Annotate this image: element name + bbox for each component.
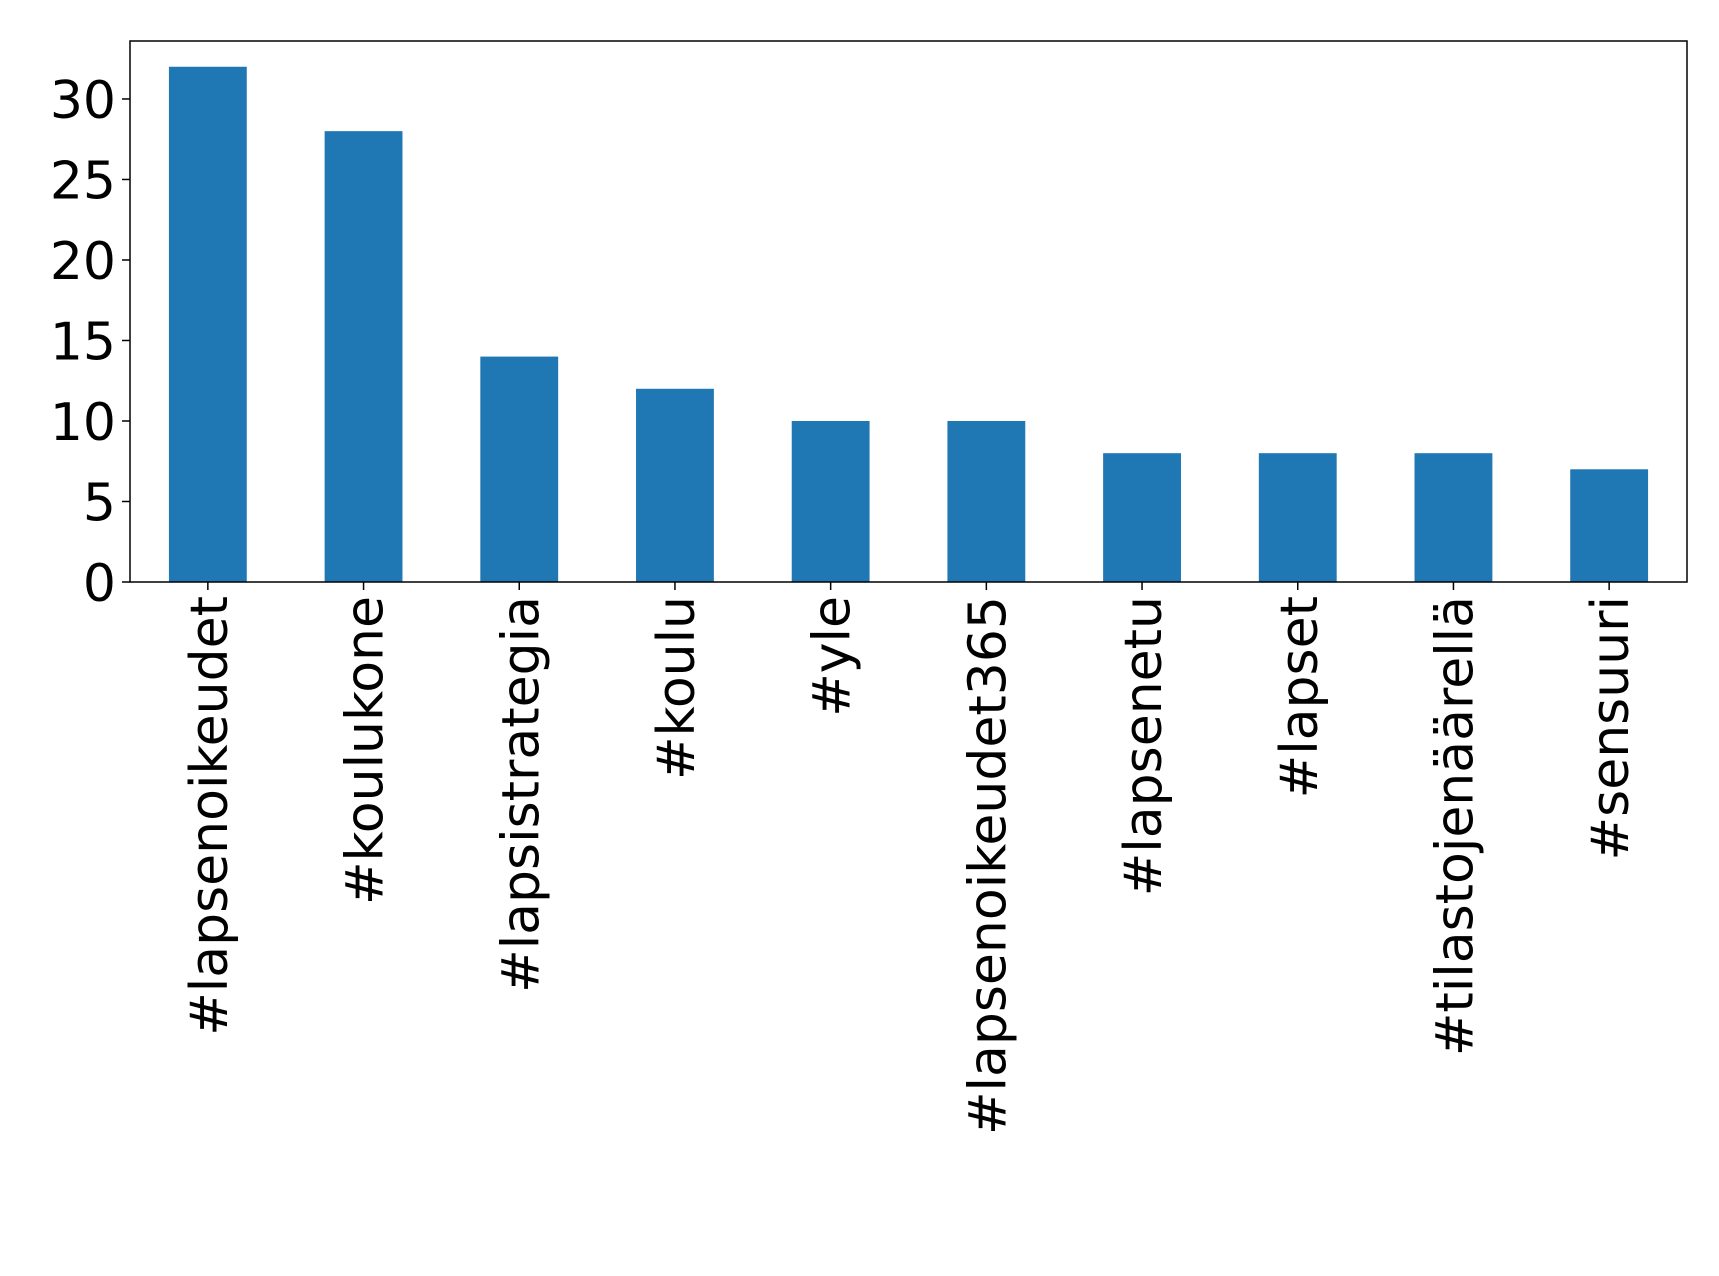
bar	[1414, 453, 1493, 582]
bar	[1570, 469, 1649, 582]
bar	[480, 356, 559, 582]
x-tick-label: #lapsistrategia	[491, 596, 551, 993]
x-tick-label: #sensuuri	[1581, 596, 1641, 860]
x-tick-label: #lapsenoikeudet365	[958, 596, 1018, 1135]
y-tick-label: 5	[83, 473, 116, 533]
x-tick-label: #lapsenoikeudet	[180, 596, 240, 1036]
bar	[636, 388, 714, 582]
y-tick-label: 15	[50, 312, 116, 372]
bar	[947, 420, 1026, 582]
x-tick-label: #lapset	[1270, 596, 1330, 798]
bar	[791, 420, 870, 582]
x-tick-label: #koulu	[647, 596, 707, 780]
y-tick-label: 20	[50, 232, 116, 292]
x-tick-label: #tilastojenäärellä	[1425, 596, 1485, 1056]
y-tick-label: 10	[50, 393, 116, 453]
y-tick-label: 30	[50, 71, 116, 131]
bar	[324, 131, 403, 582]
x-tick-label: #koulukone	[336, 596, 396, 905]
x-tick-label: #lapsenetu	[1114, 596, 1174, 896]
bar	[1103, 453, 1181, 582]
bar	[168, 66, 247, 582]
x-tick-label: #yle	[803, 596, 863, 717]
plot-frame	[129, 40, 1688, 583]
y-tick-label: 25	[50, 151, 116, 211]
y-tick-label: 0	[83, 554, 116, 614]
bar	[1258, 453, 1337, 582]
